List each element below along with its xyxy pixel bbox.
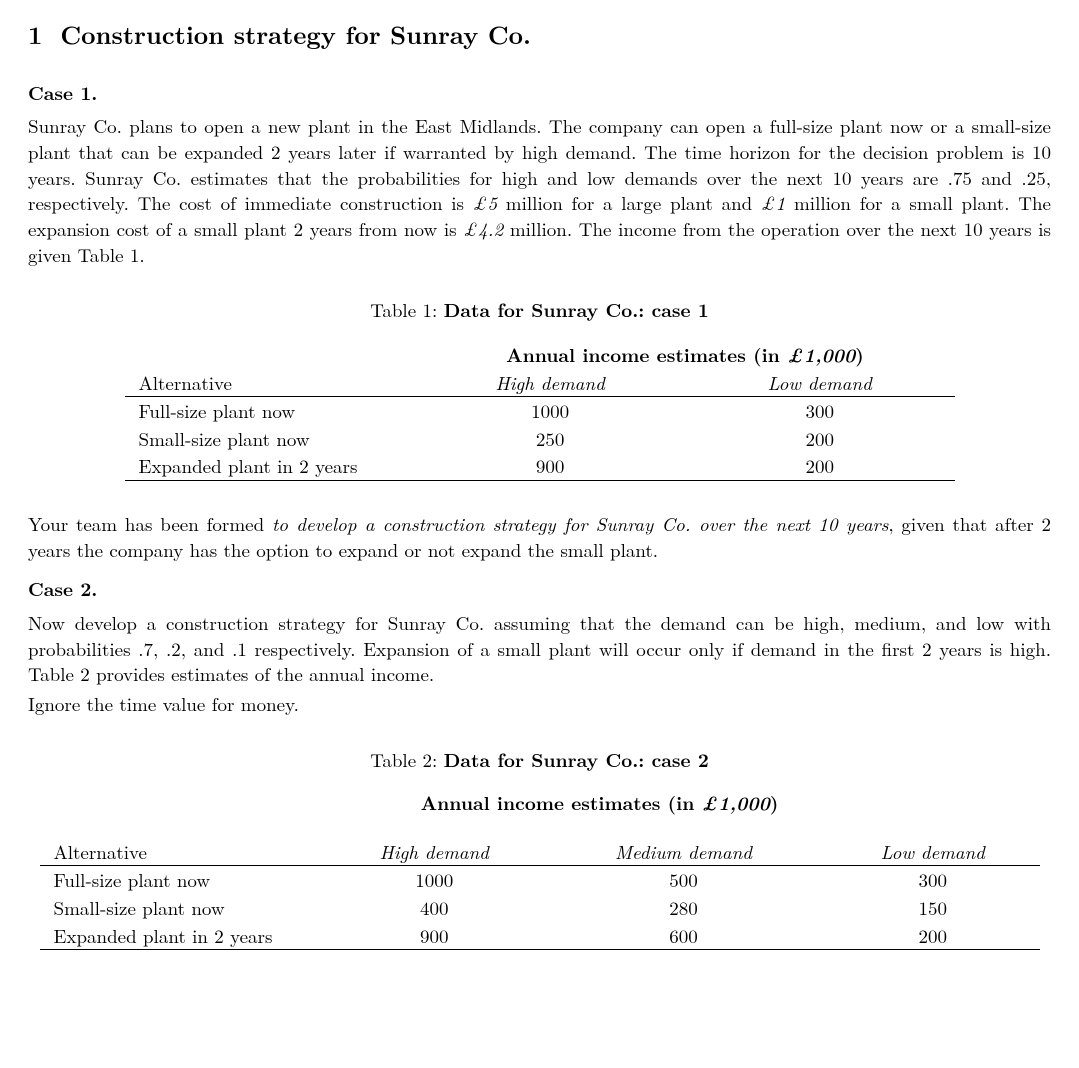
cost-large-plant: £5 [473,189,497,216]
table2-caption: Table 2: Data for Sunray Co.: case 2 [28,747,1051,773]
table2-header-low: Low demand [826,838,1039,866]
table-row: Expanded plant in 2 years 900 600 200 [40,922,1040,950]
table1: Annual income estimates (in £1,000) Alte… [125,341,955,481]
table-row: Expanded plant in 2 years 900 200 [125,452,955,480]
table1-spanheader: Annual income estimates (in £1,000) [415,341,954,369]
table2-header-alt: Alternative [40,838,328,866]
table1-header-high: High demand [415,369,685,397]
section-heading: 1 Construction strategy for Sunray Co. [28,18,1051,52]
table2-header-med: Medium demand [541,838,826,866]
table1-header-alt: Alternative [125,369,416,397]
table2-header-high: High demand [328,838,541,866]
cost-expansion: £4.2 [463,215,503,242]
table-row: Full-size plant now 1000 300 [125,397,955,425]
case2-label: Case 2. [28,576,1051,602]
case2-paragraph: Now develop a construction strategy for … [28,610,1051,687]
section-title: Construction strategy for Sunray Co. [60,17,531,52]
mid-paragraph: Your team has been formed to develop a c… [28,511,1051,562]
table1-header-low: Low demand [685,369,955,397]
cost-small-plant: £1 [761,189,785,216]
case1-paragraph: Sunray Co. plans to open a new plant in … [28,113,1051,267]
case1-label: Case 1. [28,80,1051,106]
section-number: 1 [28,17,42,52]
table-row: Small-size plant now 400 280 150 [40,894,1040,922]
table1-caption: Table 1: Data for Sunray Co.: case 1 [28,297,1051,323]
table2: Alternative High demand Medium demand Lo… [40,838,1040,951]
table-row: Small-size plant now 250 200 [125,425,955,453]
mid-italic: to develop a construction strategy for S… [272,510,888,537]
table-row: Full-size plant now 1000 500 300 [40,866,1040,894]
table2-spanheader: Annual income estimates (in £1,000) [148,790,1051,816]
case2-ignore: Ignore the time value for money. [28,691,1051,717]
